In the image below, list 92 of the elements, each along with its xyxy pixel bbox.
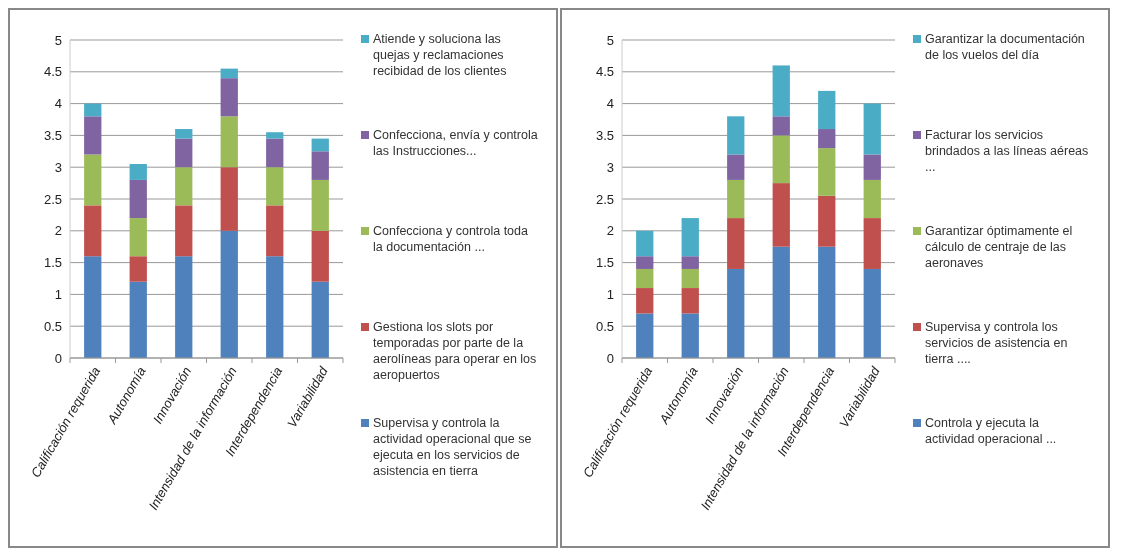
legend-label: Supervisa y controla los servicios de asistencia en tierra .... (925, 320, 1068, 366)
y-tick-label: 5 (54, 32, 62, 48)
bar (818, 195, 836, 247)
bar (772, 246, 790, 358)
bar (220, 78, 238, 117)
bar (266, 138, 284, 168)
bar (129, 218, 147, 257)
bar (681, 313, 699, 358)
bar (727, 268, 745, 358)
bar (266, 205, 284, 257)
bar (727, 179, 745, 219)
bar (727, 218, 745, 269)
legend-label: Atiende y soluciona las quejas y reclamaciones recibidad de los clientes (373, 32, 507, 78)
y-tick-label: 2 (54, 223, 62, 239)
y-tick-label: 1 (54, 286, 62, 302)
bar (175, 205, 193, 257)
bar (129, 281, 147, 358)
legend-label: Controla y ejecuta la actividad operacional ... (925, 416, 1057, 446)
bar (84, 116, 102, 155)
bar (84, 205, 102, 257)
bar (129, 256, 147, 282)
bar (175, 138, 193, 168)
bar (636, 230, 654, 257)
bar (681, 256, 699, 269)
bar (266, 256, 284, 358)
y-tick-label: 3.5 (595, 127, 614, 143)
y-tick-label: 0 (606, 350, 614, 366)
bar (636, 268, 654, 289)
bar (681, 288, 699, 314)
y-tick-label: 3 (54, 159, 62, 175)
y-tick-label: 1.5 (595, 255, 614, 271)
y-tick-label: 4 (606, 96, 614, 112)
y-tick-label: 2.5 (595, 191, 614, 207)
bar (818, 246, 836, 358)
legend-label: Garantizar óptimamente el cálculo de centraje de las aeronaves (925, 224, 1073, 270)
bar (863, 179, 881, 219)
bar (129, 179, 147, 219)
bar (175, 129, 193, 139)
y-tick-label: 4 (54, 96, 62, 112)
y-tick-label: 0 (54, 350, 62, 366)
legend-label: Garantizar la documentación de los vuelos del día (925, 32, 1085, 62)
legend-label: Facturar los servicios brindados a las líneas aéreas ... (925, 128, 1089, 174)
bar (818, 90, 836, 130)
bar (311, 151, 329, 180)
bar (681, 218, 699, 257)
bar (220, 116, 238, 168)
bar (220, 167, 238, 231)
bar (863, 268, 881, 358)
y-tick-label: 2.5 (43, 191, 62, 207)
bar (727, 154, 745, 180)
y-tick-label: 0.5 (595, 318, 614, 334)
bar (863, 154, 881, 180)
bar (772, 116, 790, 136)
bar (818, 129, 836, 149)
y-tick-label: 0.5 (43, 318, 62, 334)
bar (84, 103, 102, 117)
y-tick-label: 1.5 (43, 255, 62, 271)
bar (266, 132, 284, 139)
bar (863, 103, 881, 155)
bar (636, 288, 654, 314)
bar (266, 167, 284, 206)
bar (818, 148, 836, 196)
bar (636, 256, 654, 269)
legend-label: Gestiona los slots por temporadas por parte de la aerolíneas para operar en los aeropuertos (373, 320, 537, 382)
bar (175, 256, 193, 358)
bar (636, 313, 654, 358)
legend-label: Confecciona y controla toda la documentación ... (373, 224, 528, 254)
bar (129, 164, 147, 180)
legend-label: Confecciona, envía y controla las Instrucciones... (373, 128, 538, 158)
y-tick-label: 4.5 (595, 64, 614, 80)
bar (84, 256, 102, 358)
legend-label: Supervisa y controla la actividad operacional que se ejecuta en los servicios de asistencia en tierra (373, 416, 532, 478)
bar (311, 281, 329, 358)
bar (175, 167, 193, 206)
bar (681, 268, 699, 289)
bar (772, 65, 790, 117)
bar (727, 116, 745, 155)
y-tick-label: 2 (606, 223, 614, 239)
bar (311, 179, 329, 231)
y-tick-label: 3 (606, 159, 614, 175)
bar (772, 135, 790, 184)
bar (311, 230, 329, 282)
y-tick-label: 4.5 (43, 64, 62, 80)
bar (311, 138, 329, 152)
bar (84, 154, 102, 206)
bar (772, 183, 790, 247)
bar (220, 68, 238, 79)
y-tick-label: 1 (606, 286, 614, 302)
y-tick-label: 5 (606, 32, 614, 48)
bar (220, 230, 238, 358)
bar (863, 218, 881, 269)
y-tick-label: 3.5 (43, 127, 62, 143)
